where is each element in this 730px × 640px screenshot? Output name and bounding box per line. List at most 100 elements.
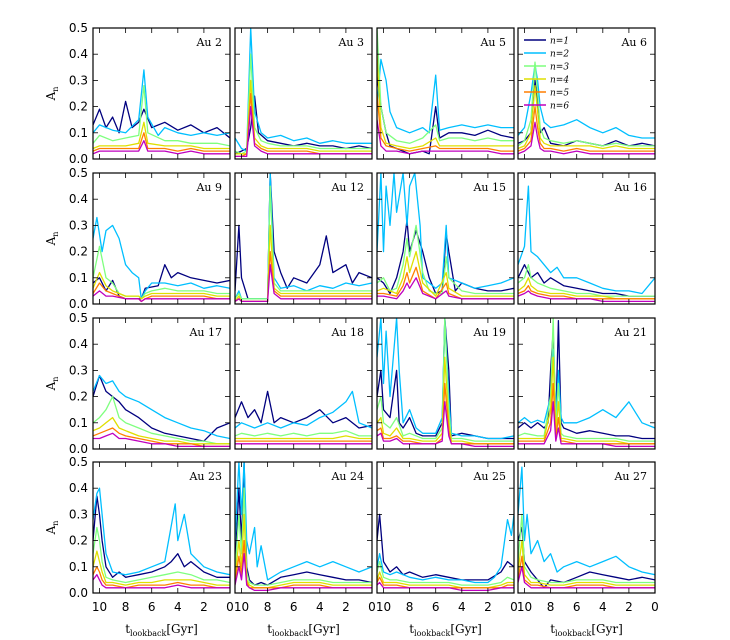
plot-frame	[376, 461, 515, 594]
series-line-n6	[93, 290, 230, 303]
series-group	[377, 513, 514, 592]
panel-au-27: 10 8 6 4 2 0 tlookback[Gyr] Au 27	[517, 461, 659, 638]
series-line-n4	[93, 550, 230, 586]
y-tick-label: 0.1	[69, 416, 88, 430]
series-line-n3	[377, 224, 514, 295]
series-line-n4	[377, 54, 514, 150]
x-axis-label: tlookback[Gyr]	[125, 622, 198, 638]
series-line-n3	[377, 318, 514, 442]
panel-au-24: 10 8 6 4 2 0 tlookback[Gyr] Au 24	[234, 461, 376, 638]
y-tick-label: 0.4	[69, 481, 88, 495]
series-line-n2	[518, 348, 655, 429]
y-tick-label: 0.1	[69, 560, 88, 574]
legend-label-n6: n=6	[550, 102, 569, 112]
x-tick-label: 2	[484, 600, 492, 614]
panel-au-17: 0.0 0.1 0.2 0.3 0.4 0.5 An Au 17	[44, 311, 231, 456]
panel-au-19: Au 19	[376, 317, 515, 450]
x-tick-label: 10	[234, 600, 249, 614]
series-line-n6	[377, 119, 514, 155]
series-line-n4	[93, 121, 230, 150]
panel-label: Au 9	[195, 181, 222, 194]
series-line-n2	[518, 466, 655, 576]
panel-au-3: Au 3	[234, 27, 373, 160]
panel-label: Au 19	[472, 326, 506, 339]
series-line-n5	[518, 382, 655, 445]
series-line-n3	[235, 487, 372, 586]
x-tick-label: 6	[148, 600, 156, 614]
x-tick-label: 8	[122, 600, 130, 614]
series-line-n3	[235, 430, 372, 437]
plot-frame	[517, 317, 656, 450]
series-line-n6	[518, 121, 655, 155]
series-line-n4	[235, 513, 372, 589]
series-line-n4	[93, 271, 230, 300]
y-tick-label: 0.0	[69, 152, 88, 166]
panel-au-25: 10 8 6 4 2 0 tlookback[Gyr] Au 25	[376, 461, 518, 638]
legend-label-n1: n=1	[550, 37, 569, 47]
legend-label-n4: n=4	[550, 76, 569, 86]
series-line-n5	[93, 132, 230, 152]
series-line-n3	[235, 185, 372, 300]
panel-au-9: 0.0 0.1 0.2 0.3 0.4 0.5 An Au 9	[44, 166, 231, 311]
series-line-n5	[518, 105, 655, 152]
plot-frame	[517, 461, 656, 594]
x-tick-label: 4	[316, 600, 324, 614]
panel-au-5: Au 5	[376, 27, 515, 160]
plot-frame	[92, 317, 231, 450]
series-line-n6	[377, 401, 514, 448]
series-line-n3	[518, 513, 655, 584]
series-line-n2	[377, 318, 514, 440]
series-group	[518, 61, 655, 155]
series-line-n3	[93, 84, 230, 147]
series-line-n6	[93, 140, 230, 155]
series-line-n3	[518, 61, 655, 147]
x-tick-label: 0	[510, 600, 518, 614]
y-tick-label: 0.2	[69, 100, 88, 114]
panel-label: Au 21	[613, 326, 647, 339]
y-tick-label: 0.4	[69, 47, 88, 61]
y-tick-label: 0.1	[69, 271, 88, 285]
series-line-n1	[93, 264, 230, 300]
x-tick-label: 6	[290, 600, 298, 614]
y-tick-label: 0.0	[69, 586, 88, 600]
legend-label-n3: n=3	[550, 63, 569, 73]
y-tick-label: 0.2	[69, 534, 88, 548]
panel-label: Au 25	[472, 470, 506, 483]
panel-label: Au 5	[479, 36, 506, 49]
series-line-n4	[518, 84, 655, 150]
plot-frame	[92, 461, 231, 594]
y-tick-label: 0.1	[69, 126, 88, 140]
x-tick-label: 8	[406, 600, 414, 614]
panel-au-2: 0.0 0.1 0.2 0.3 0.4 0.5 An Au 2	[44, 21, 231, 166]
y-tick-label: 0.3	[69, 73, 88, 87]
series-line-n6	[235, 553, 372, 592]
x-axis-label: tlookback[Gyr]	[267, 622, 340, 638]
plot-frame	[517, 27, 656, 160]
series-line-n2	[93, 69, 230, 137]
series-line-n4	[377, 571, 514, 589]
series-line-n4	[235, 435, 372, 440]
series-group	[518, 318, 655, 448]
panel-label: Au 18	[330, 326, 364, 339]
series-group	[93, 69, 230, 155]
panel-au-6: Au 6 n=1 n=2 n=3 n=4 n=5 n=6	[517, 27, 656, 160]
series-line-n1	[93, 100, 230, 139]
y-tick-label: 0.4	[69, 337, 88, 351]
series-line-n6	[377, 581, 514, 592]
plot-frame	[234, 461, 373, 594]
x-tick-label: 0	[226, 600, 234, 614]
x-tick-label: 2	[342, 600, 350, 614]
series-group	[235, 28, 372, 158]
panel-au-21: Au 21	[517, 317, 656, 450]
panel-au-18: Au 18	[234, 317, 373, 450]
y-tick-label: 0.5	[69, 21, 88, 35]
series-line-n3	[93, 526, 230, 584]
series-line-n4	[518, 539, 655, 586]
legend-label-n5: n=5	[550, 89, 569, 99]
series-line-n2	[93, 216, 230, 300]
y-axis-label: An	[44, 87, 60, 102]
x-tick-label: 8	[264, 600, 272, 614]
y-tick-label: 0.2	[69, 245, 88, 259]
plot-frame	[376, 172, 515, 305]
